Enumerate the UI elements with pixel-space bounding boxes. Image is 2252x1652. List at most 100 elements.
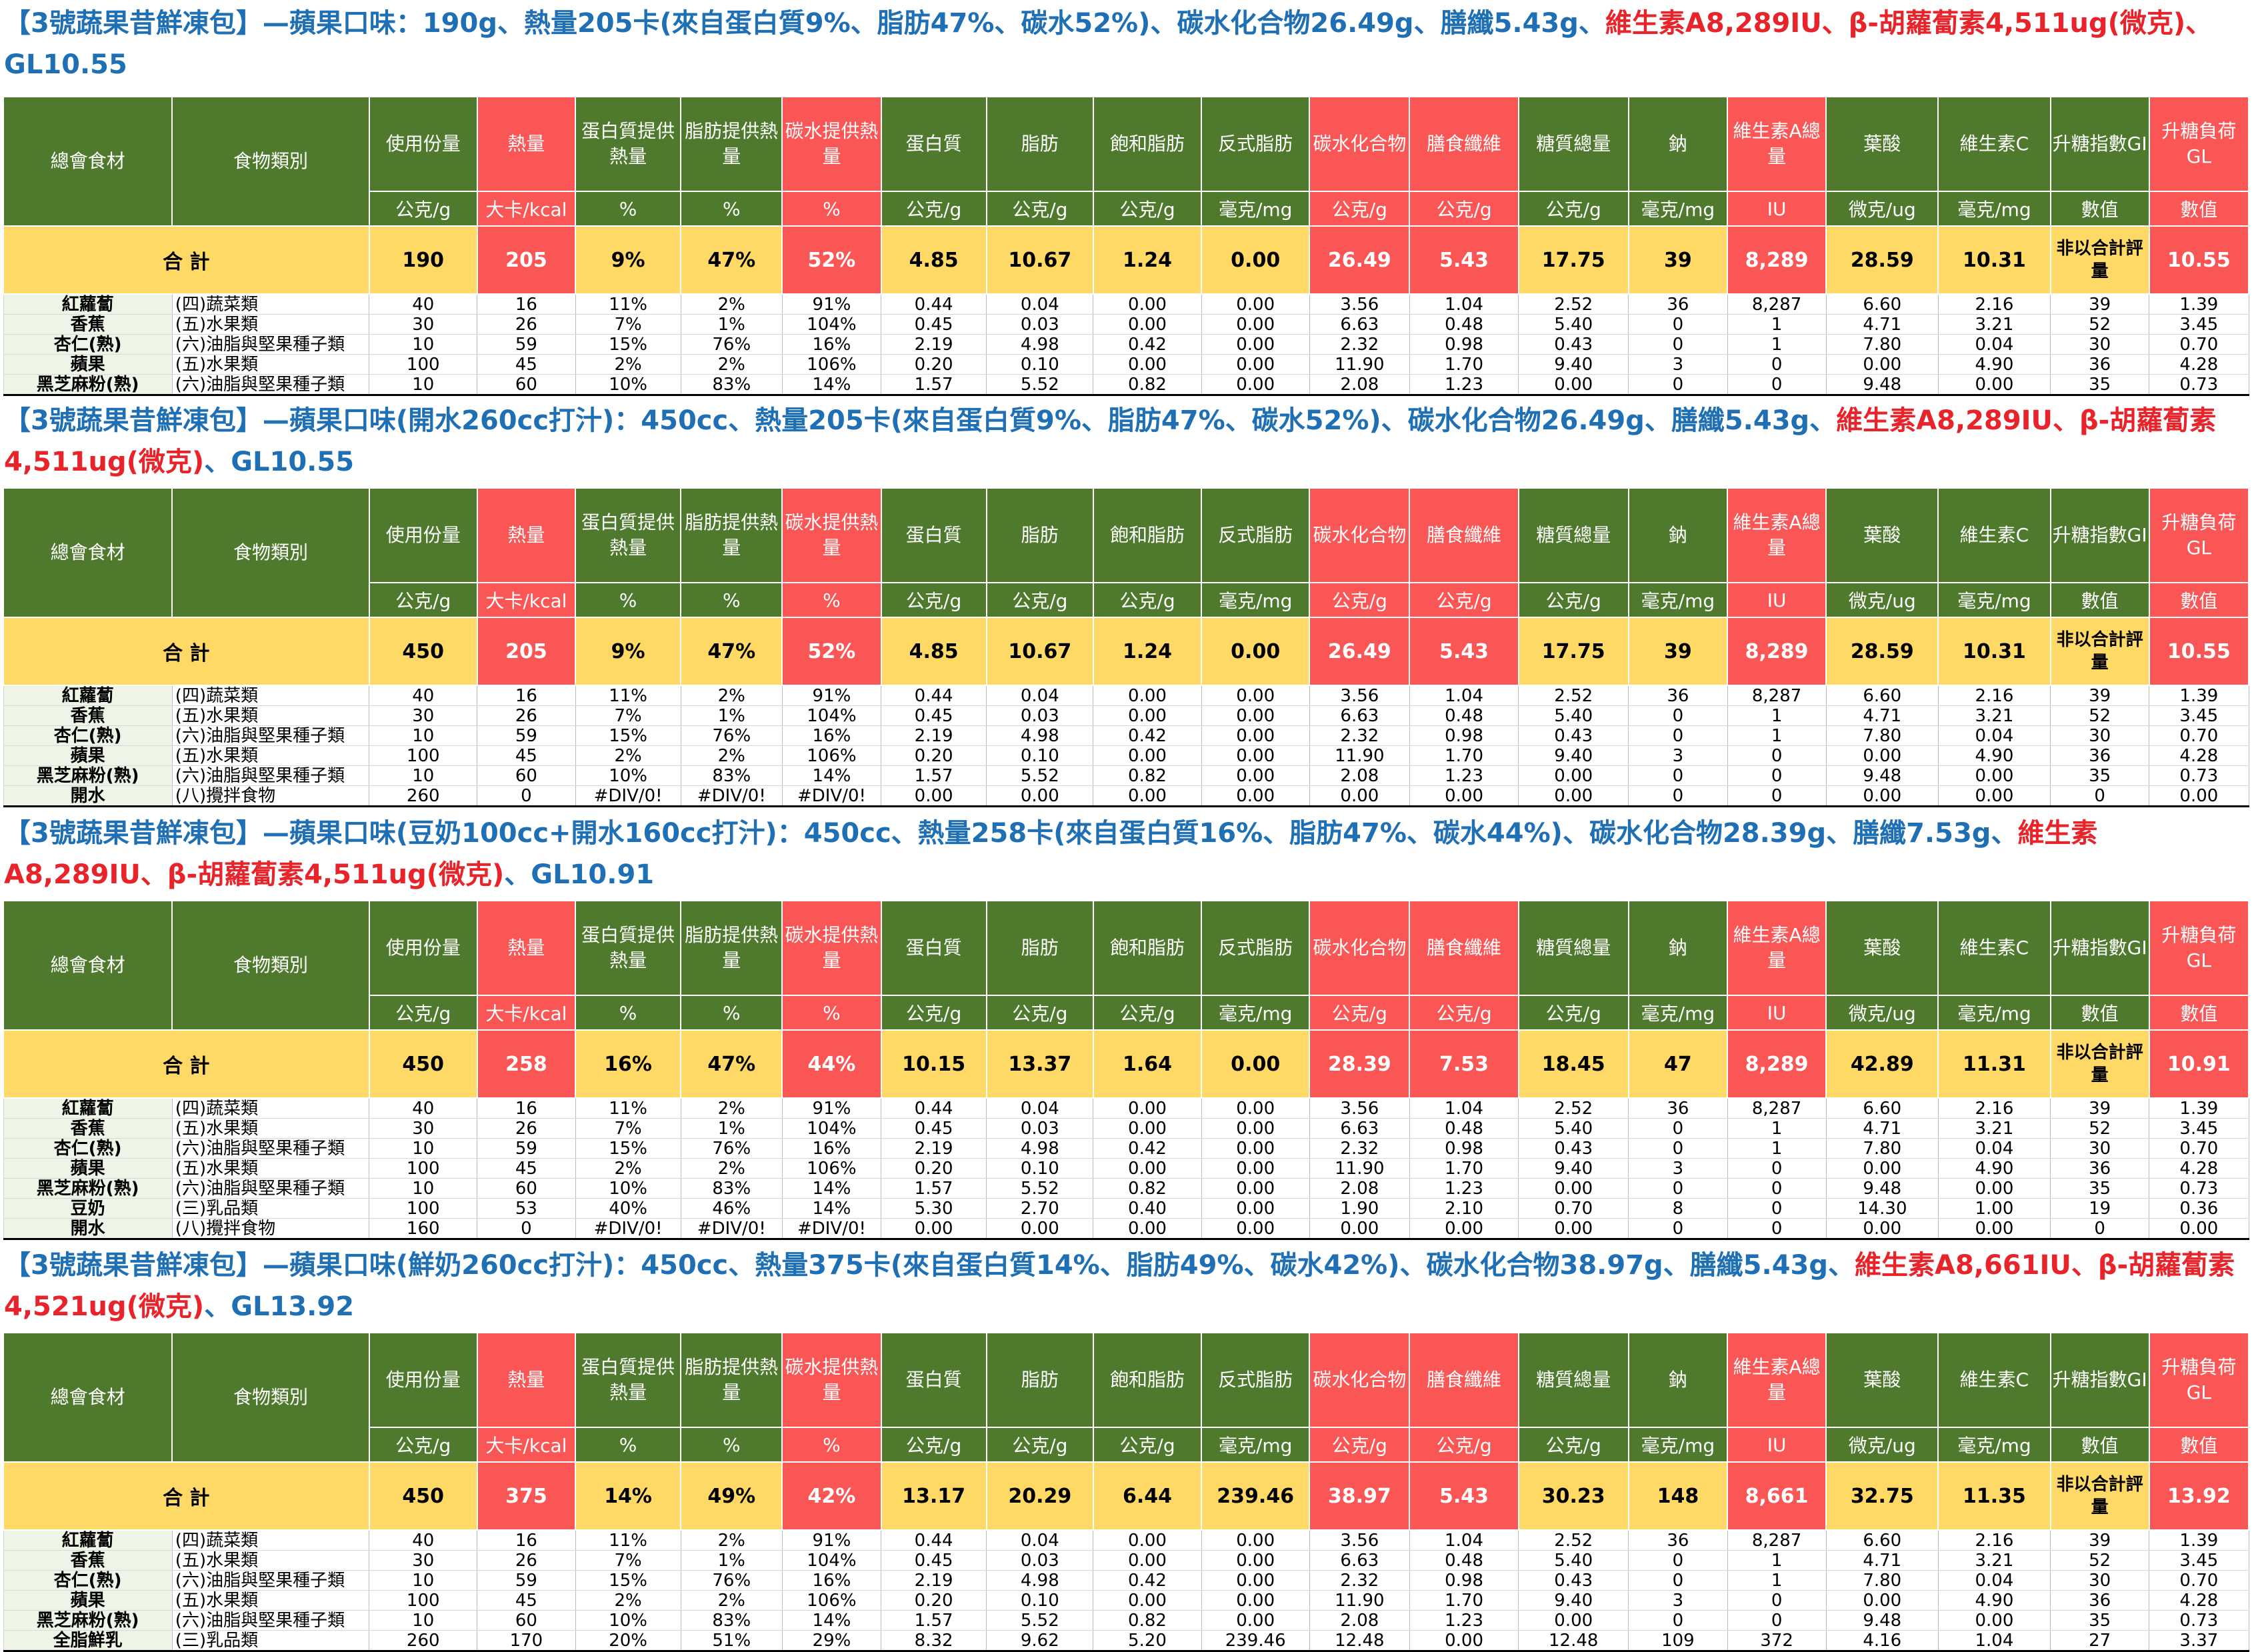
column-header: 飽和脂肪 <box>1092 96 1203 192</box>
data-cell: 0.00 <box>1825 1158 1939 1179</box>
column-header: 反式脂肪 <box>1201 96 1311 192</box>
data-cell: 8,287 <box>1727 685 1827 706</box>
data-cell: 0.00 <box>1825 785 1939 807</box>
data-cell: 0.00 <box>1201 1218 1310 1239</box>
table-row: 黑芝麻粉(熟) (六)油脂與堅果種子類 10 60 10% 83% 14% 1.57 5.52 0… <box>3 765 2249 786</box>
data-cell: 106% <box>781 1158 882 1179</box>
column-header: 維生素C <box>1937 900 2051 996</box>
unit-header: 數值 <box>2049 1427 2150 1463</box>
unit-header: 公克/g <box>880 1427 987 1463</box>
data-cell: 0.00 <box>1201 705 1310 726</box>
column-header: 總會食材 <box>2 96 173 227</box>
total-cell: 28.59 <box>1825 225 1939 295</box>
food-category: (六)油脂與堅果種子類 <box>171 1610 370 1631</box>
data-cell: 0.20 <box>881 354 987 375</box>
food-category: (三)乳品類 <box>171 1630 370 1651</box>
unit-header: 公克/g <box>880 191 987 227</box>
table-row: 蘋果 (五)水果類 100 45 2% 2% 106% 0.20 0.10 0.00 0.00 11.… <box>3 354 2249 375</box>
food-category: (六)油脂與堅果種子類 <box>171 374 370 395</box>
data-cell: 0.00 <box>1093 685 1202 706</box>
data-cell: 1% <box>680 705 783 726</box>
data-cell: 0 <box>477 785 576 807</box>
data-cell: 10% <box>575 1610 681 1631</box>
data-cell: #DIV/0! <box>680 785 783 807</box>
data-cell: 0.70 <box>2149 334 2249 355</box>
column-header: 維生素C <box>1937 487 2051 583</box>
total-cell: 非以合計評量 <box>2049 617 2150 686</box>
data-cell: 1.57 <box>881 374 987 395</box>
data-cell: 9.62 <box>986 1630 1094 1651</box>
data-cell: 0.00 <box>1201 1590 1310 1611</box>
data-cell: 0.00 <box>1093 1529 1202 1551</box>
data-cell: 0.00 <box>1201 1570 1310 1591</box>
data-cell: 1 <box>1727 1118 1827 1139</box>
unit-header: % <box>781 582 882 618</box>
data-cell: 1 <box>1727 725 1827 746</box>
column-header: 糖質總量 <box>1517 1332 1629 1428</box>
data-cell: 4.71 <box>1825 314 1939 335</box>
data-cell: 15% <box>575 1570 681 1591</box>
total-cell: 4.85 <box>880 225 987 295</box>
total-cell: 49% <box>680 1461 783 1531</box>
ingredient-name: 黑芝麻粉(熟) <box>3 1178 173 1199</box>
column-header: 糖質總量 <box>1517 487 1629 583</box>
total-cell: 450 <box>368 617 478 686</box>
column-header: 膳食纖維 <box>1409 1332 1519 1428</box>
data-cell: 0 <box>1628 1118 1728 1139</box>
column-header: 碳水化合物 <box>1309 96 1411 192</box>
unit-header: 公克/g <box>1409 995 1519 1031</box>
data-cell: 1 <box>1727 1138 1827 1159</box>
unit-header: 毫克/mg <box>1201 1427 1311 1463</box>
unit-header: 公克/g <box>1517 995 1629 1031</box>
nutrition-table: 總會食材 食物類別 使用份量 熱量 蛋白質提供熱量 脂肪提供熱量 碳水提供熱量 蛋白質 脂肪 飽和… <box>2 1332 2250 1652</box>
data-cell: 2.32 <box>1309 1570 1410 1591</box>
data-cell: 0 <box>1628 1610 1728 1631</box>
data-cell: 0.00 <box>1409 785 1519 807</box>
column-header: 熱量 <box>476 487 577 583</box>
total-cell: 450 <box>368 1461 478 1531</box>
data-cell: 0.00 <box>1201 685 1310 706</box>
column-header: 熱量 <box>476 1332 577 1428</box>
total-cell: 52% <box>781 617 882 686</box>
data-cell: 3.45 <box>2149 1550 2249 1571</box>
data-cell: 0 <box>1628 705 1728 726</box>
unit-header: % <box>680 582 783 618</box>
data-cell: 0.00 <box>1937 765 2051 786</box>
data-cell: 40 <box>369 293 478 315</box>
column-header: 食物類別 <box>171 900 370 1031</box>
total-cell: 5.43 <box>1409 225 1519 295</box>
data-cell: 0.00 <box>1201 1610 1310 1631</box>
column-header: 碳水提供熱量 <box>781 96 882 192</box>
data-cell: 0.04 <box>986 685 1094 706</box>
data-cell: 10 <box>369 765 478 786</box>
data-cell: 76% <box>680 725 783 746</box>
unit-header: 公克/g <box>1309 995 1411 1031</box>
unit-header: 公克/g <box>1092 582 1203 618</box>
total-cell: 非以合計評量 <box>2049 1461 2150 1531</box>
data-cell: 2.52 <box>1518 293 1629 315</box>
unit-header: IU <box>1726 995 1827 1031</box>
data-cell: 30 <box>369 1550 478 1571</box>
unit-header: 毫克/mg <box>1937 995 2051 1031</box>
total-cell: 38.97 <box>1309 1461 1411 1531</box>
data-cell: 0.43 <box>1518 1570 1629 1591</box>
data-cell: 0.00 <box>1093 705 1202 726</box>
data-cell: 1.23 <box>1409 765 1519 786</box>
data-cell: 2.70 <box>986 1198 1094 1219</box>
data-cell: 11% <box>575 1097 681 1119</box>
data-cell: 52 <box>2050 314 2150 335</box>
data-cell: 9.40 <box>1518 745 1629 766</box>
ingredient-name: 蘋果 <box>3 354 173 375</box>
data-cell: 36 <box>2050 1158 2150 1179</box>
column-header: 維生素A總量 <box>1726 487 1827 583</box>
data-cell: 1% <box>680 1118 783 1139</box>
data-cell: 8,287 <box>1727 1097 1827 1119</box>
total-cell: 52% <box>781 225 882 295</box>
data-cell: 15% <box>575 1138 681 1159</box>
data-cell: 0.73 <box>2149 1610 2249 1631</box>
data-cell: 0.44 <box>881 1529 987 1551</box>
unit-header: 公克/g <box>1409 1427 1519 1463</box>
data-cell: 8,287 <box>1727 1529 1827 1551</box>
data-cell: 4.90 <box>1937 1590 2051 1611</box>
food-category: (六)油脂與堅果種子類 <box>171 725 370 746</box>
